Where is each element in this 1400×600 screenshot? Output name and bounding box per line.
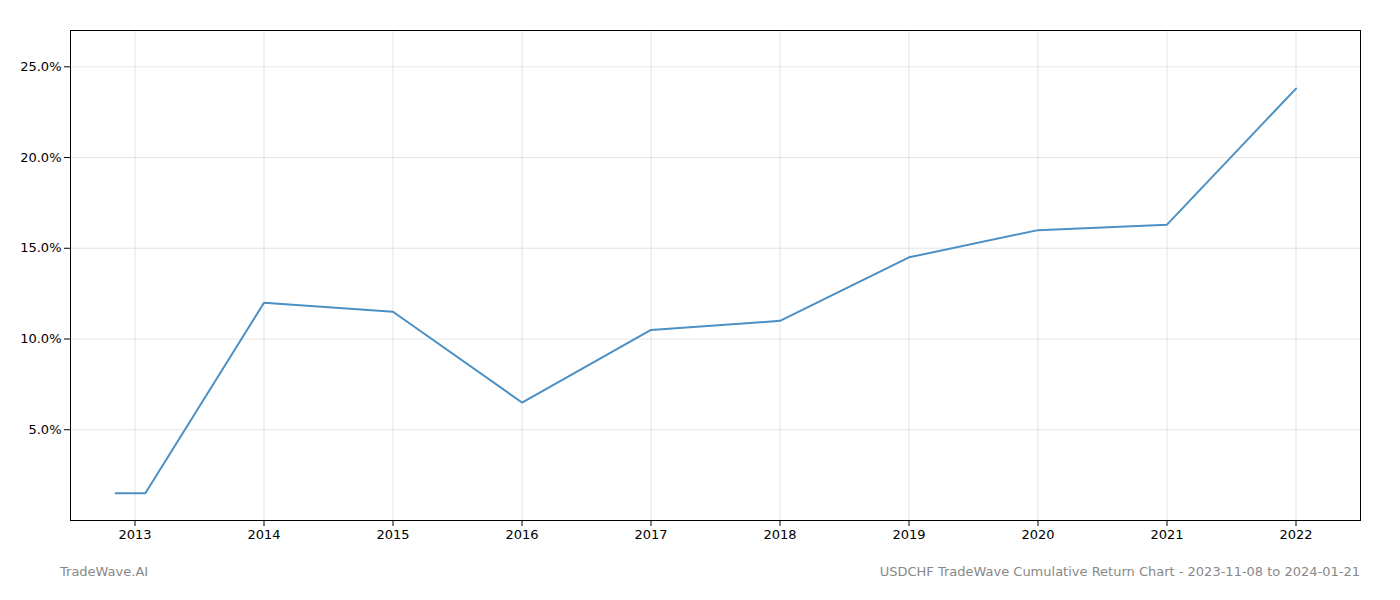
html-text:USDCHF TradeWave Cumulative Re: USDCHF TradeWave Cumulative Return Chart… <box>879 564 1360 579</box>
html-text:TradeWave.AI: TradeWave.AI <box>60 564 149 579</box>
svg-text:2016: 2016 <box>505 527 538 542</box>
svg-text:2020: 2020 <box>1021 527 1054 542</box>
svg-text:10.0%: 10.0% <box>20 331 61 346</box>
svg-text:2018: 2018 <box>763 527 796 542</box>
svg-text:20.0%: 20.0% <box>20 150 61 165</box>
svg-text:2022: 2022 <box>1279 527 1312 542</box>
svg-text:2014: 2014 <box>247 527 280 542</box>
svg-text:5.0%: 5.0% <box>28 422 61 437</box>
svg-text:2017: 2017 <box>634 527 667 542</box>
svg-text:2013: 2013 <box>118 527 151 542</box>
svg-text:15.0%: 15.0% <box>20 240 61 255</box>
svg-text:2021: 2021 <box>1150 527 1183 542</box>
svg-text:25.0%: 25.0% <box>20 59 61 74</box>
svg-text:2019: 2019 <box>892 527 925 542</box>
svg-text:2015: 2015 <box>376 527 409 542</box>
